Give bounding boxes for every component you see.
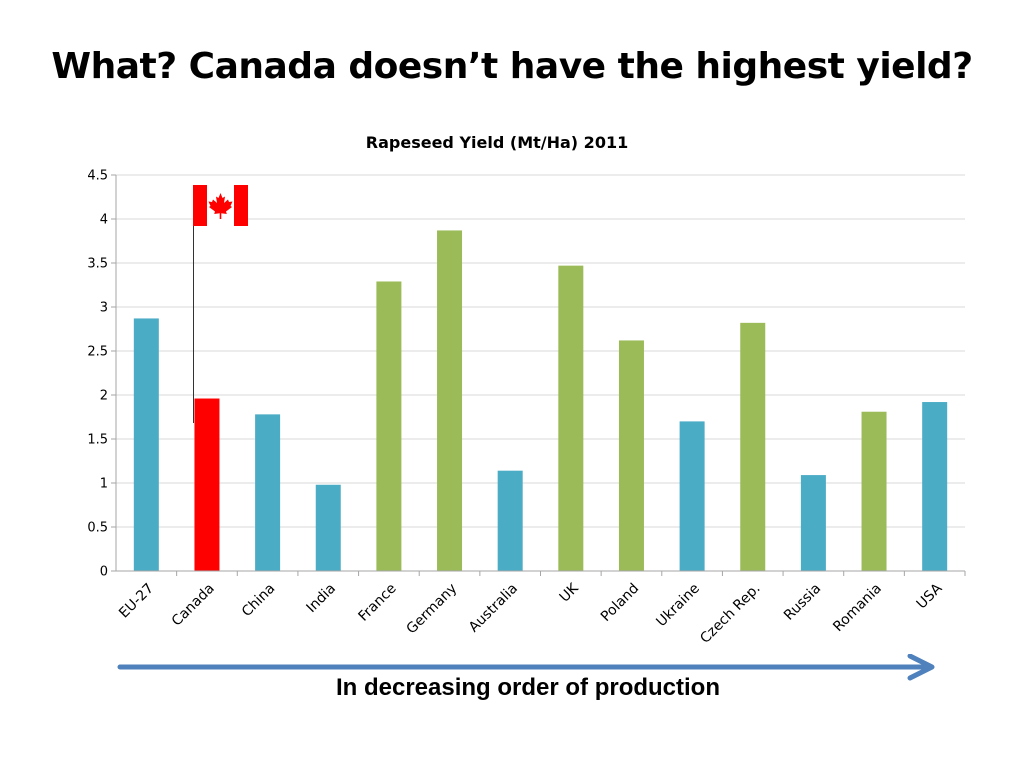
bar-czech-rep xyxy=(740,322,766,571)
x-tick-label: India xyxy=(303,581,339,617)
y-tick-label: 4 xyxy=(100,213,108,228)
gridlines xyxy=(116,174,965,528)
x-tick-label: Czech Rep. xyxy=(697,581,763,647)
x-tick-label: EU-27 xyxy=(116,581,157,622)
x-tick-label: Canada xyxy=(169,581,218,630)
y-tick-label: 0.5 xyxy=(87,521,108,536)
bar-uk xyxy=(558,265,584,571)
bar-australia xyxy=(497,470,523,571)
y-tick-labels: 0 0.5 1 1.5 2 2.5 3 3.5 4 4.5 xyxy=(87,169,108,580)
bar-india xyxy=(315,484,341,571)
flag-pole xyxy=(193,185,194,423)
bar-ukraine xyxy=(679,421,705,571)
x-tick-label: Poland xyxy=(598,581,642,625)
x-tick-label: Ukraine xyxy=(653,581,703,631)
x-tick-label: France xyxy=(355,581,399,625)
x-tick-label: China xyxy=(239,581,279,621)
bars xyxy=(133,230,948,571)
right-arrow-icon xyxy=(112,653,942,684)
bar-romania xyxy=(861,411,887,571)
y-tick-label: 3.5 xyxy=(87,257,108,272)
bar-russia xyxy=(800,475,826,571)
bar-china xyxy=(255,414,281,571)
bar-canada xyxy=(194,398,220,571)
bar-germany xyxy=(437,230,463,571)
x-tick-labels: EU-27 Canada China India France Germany Austra… xyxy=(116,580,946,647)
slide-title: What? Canada doesn’t have the highest yi… xyxy=(51,46,973,87)
x-tick-label: UK xyxy=(557,580,583,606)
x-tick-label: Romania xyxy=(830,581,885,636)
x-tick-label: Australia xyxy=(466,581,521,636)
y-tick-label: 3 xyxy=(100,301,108,316)
x-tick-label: Russia xyxy=(781,581,824,624)
axes xyxy=(111,174,966,576)
chart-title: Rapeseed Yield (Mt/Ha) 2011 xyxy=(366,133,628,152)
bar-usa xyxy=(922,402,948,571)
y-tick-label: 0 xyxy=(100,565,108,580)
bar-poland xyxy=(618,340,644,571)
y-tick-label: 1 xyxy=(100,477,108,492)
canada-flag-icon xyxy=(193,185,248,226)
x-tick-label: Germany xyxy=(404,581,461,638)
y-tick-label: 2 xyxy=(100,389,108,404)
x-tick-label: USA xyxy=(914,580,946,612)
y-tick-label: 2.5 xyxy=(87,345,108,360)
bar-france xyxy=(376,281,402,571)
production-order-caption: In decreasing order of production xyxy=(335,674,721,701)
y-tick-label: 4.5 xyxy=(87,169,108,184)
y-tick-label: 1.5 xyxy=(87,433,108,448)
bar-eu-27 xyxy=(133,318,159,571)
